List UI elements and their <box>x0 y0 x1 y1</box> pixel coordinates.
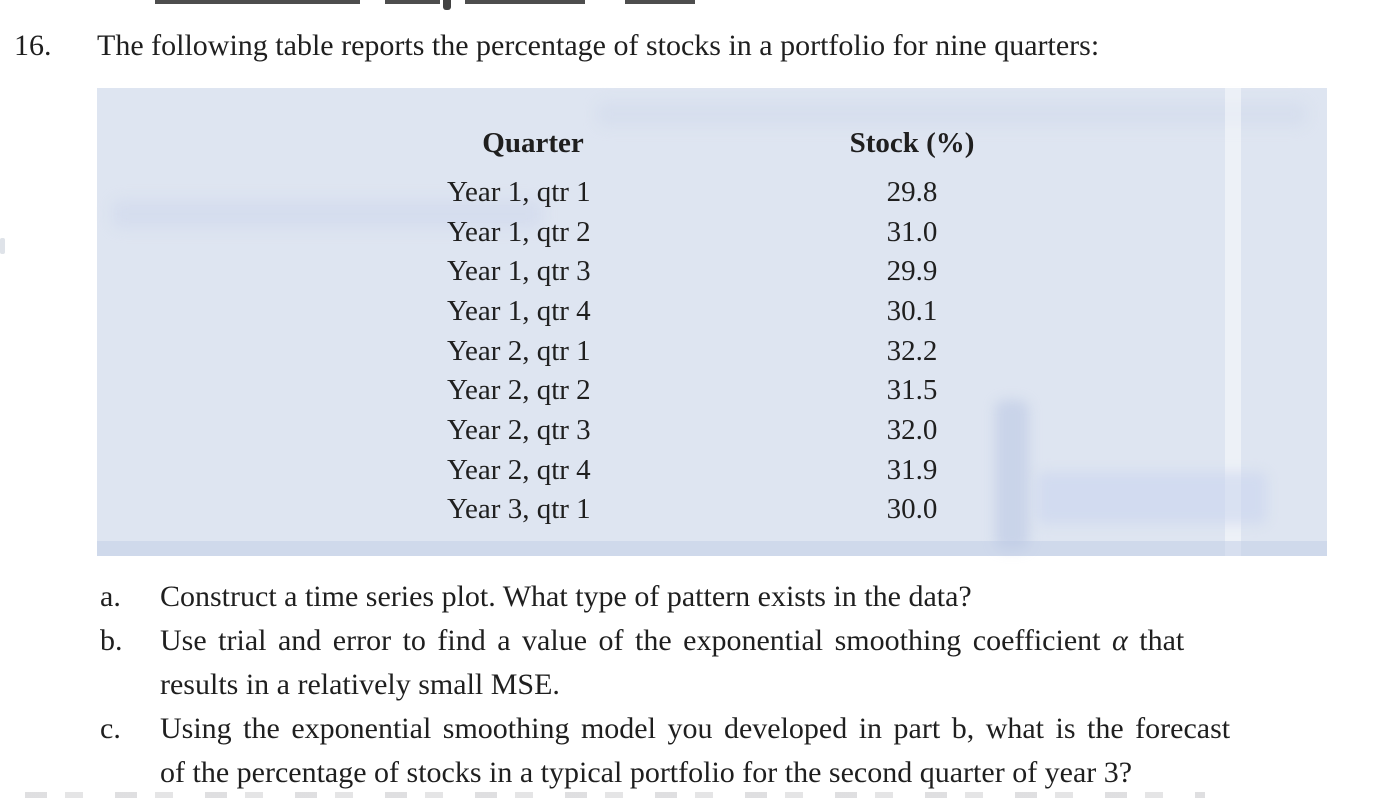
stock-value-cell: 32.2 <box>886 335 938 367</box>
quarter-cell: Year 1, qtr 3 <box>447 255 591 287</box>
quarter-cell: Year 1, qtr 1 <box>447 176 591 208</box>
question-b-text-line2: results in a relatively small MSE. <box>160 668 560 701</box>
table-row: Year 1, qtr 4 30.1 <box>97 294 1327 330</box>
column-header-quarter: Quarter <box>482 127 584 159</box>
table-row: Year 2, qtr 3 32.0 <box>97 413 1327 449</box>
table-row: Year 2, qtr 4 31.9 <box>97 453 1327 489</box>
column-header-stock: Stock (%) <box>849 127 975 159</box>
stock-percentage-table: Quarter Stock (%) Year 1, qtr 1 29.8 Yea… <box>97 88 1327 556</box>
scan-bleed-artifact <box>995 400 1029 550</box>
question-a-text: Construct a time series plot. What type … <box>160 580 972 613</box>
table-row: Year 1, qtr 3 29.9 <box>97 254 1327 290</box>
scan-light-strip <box>1225 88 1241 556</box>
question-b-text-post: that <box>1139 624 1185 657</box>
question-c-label: c. <box>100 712 121 745</box>
stock-value-cell: 31.5 <box>886 374 938 406</box>
stock-value-cell: 30.1 <box>886 295 938 327</box>
scan-bleed-artifact <box>597 102 1307 126</box>
table-row: Year 2, qtr 2 31.5 <box>97 373 1327 409</box>
scan-bleed-artifact <box>1037 472 1267 524</box>
stock-value-cell: 29.8 <box>886 176 938 208</box>
cropped-letter-descender <box>443 0 451 10</box>
table-row: Year 1, qtr 2 31.0 <box>97 215 1327 251</box>
quarter-cell: Year 1, qtr 2 <box>447 216 591 248</box>
quarter-cell: Year 2, qtr 2 <box>447 374 591 406</box>
scan-edge-mark <box>0 238 5 254</box>
quarter-cell: Year 2, qtr 1 <box>447 335 591 367</box>
question-a-label: a. <box>100 580 121 613</box>
problem-number: 16. <box>14 29 52 62</box>
quarter-cell: Year 3, qtr 1 <box>447 493 591 525</box>
problem-statement: The following table reports the percenta… <box>97 29 1100 62</box>
cropped-text-fragment-bottom <box>25 792 1205 798</box>
stock-value-cell: 30.0 <box>886 493 938 525</box>
stock-value-cell: 31.9 <box>886 454 938 486</box>
quarter-cell: Year 2, qtr 4 <box>447 454 591 486</box>
question-c-text-line2: of the percentage of stocks in a typical… <box>160 756 1133 789</box>
scan-bleed-artifact <box>112 200 542 228</box>
table-row: Year 3, qtr 1 30.0 <box>97 492 1327 528</box>
question-b-text-line1: Use trial and error to find a value of t… <box>160 622 1360 660</box>
alpha-symbol: α <box>1112 624 1128 657</box>
stock-value-cell: 31.0 <box>886 216 938 248</box>
question-c-text-line1: Using the exponential smoothing model yo… <box>160 712 1231 745</box>
stock-value-cell: 32.0 <box>886 414 938 446</box>
table-row: Year 1, qtr 1 29.8 <box>97 175 1327 211</box>
question-b-label: b. <box>100 624 123 657</box>
question-b-text-pre: Use trial and error to find a value of t… <box>160 624 1101 657</box>
scan-shadow-band <box>97 541 1327 556</box>
quarter-cell: Year 2, qtr 3 <box>447 414 591 446</box>
cropped-text-fragment-top <box>155 0 695 10</box>
stock-value-cell: 29.9 <box>886 255 938 287</box>
quarter-cell: Year 1, qtr 4 <box>447 295 591 327</box>
table-row: Year 2, qtr 1 32.2 <box>97 334 1327 370</box>
